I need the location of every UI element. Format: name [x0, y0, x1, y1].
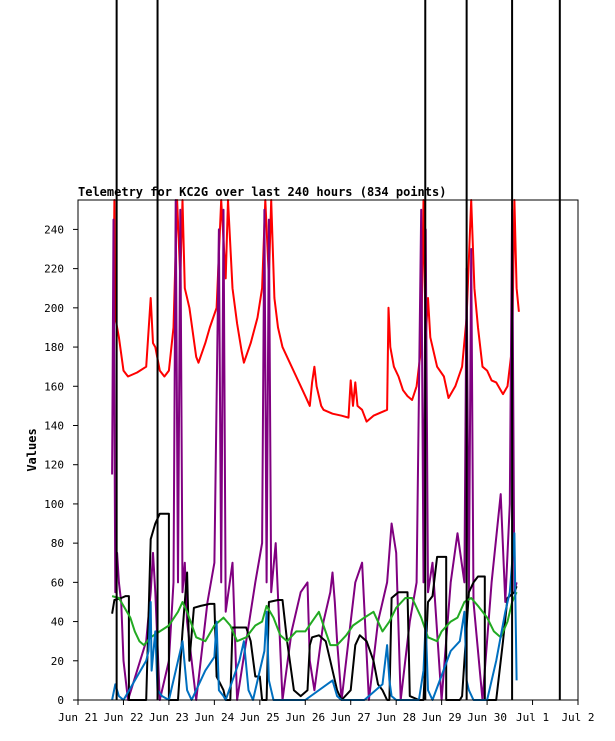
- y-tick-label: 120: [44, 459, 64, 472]
- vertical-lines-layer: [115, 0, 561, 700]
- x-tick-label: Jun 26: [285, 711, 325, 724]
- y-tick-label: 20: [51, 655, 64, 668]
- y-tick-label: 240: [44, 223, 64, 236]
- x-tick-label: Jun 28: [376, 711, 416, 724]
- series-line-4: [111, 591, 518, 647]
- y-tick-label: 60: [51, 576, 64, 589]
- x-tick-label: Jun 30: [467, 711, 507, 724]
- x-tick-label: Jul 1: [516, 711, 549, 724]
- chart-title: Telemetry for KC2G over last 240 hours (…: [78, 185, 446, 199]
- y-tick-label: 160: [44, 380, 64, 393]
- x-tick-label: Jun 22: [104, 711, 144, 724]
- x-tick-label: Jun 25: [240, 711, 280, 724]
- x-tick-label: Jul 2: [561, 711, 594, 724]
- series-layer: [111, 199, 520, 701]
- x-tick-label: Jun 23: [149, 711, 189, 724]
- y-tick-label: 80: [51, 537, 64, 550]
- y-axis-label: Values: [25, 428, 39, 471]
- plot-frame: [77, 199, 579, 701]
- y-tick-label: 220: [44, 263, 64, 276]
- y-tick-label: 180: [44, 341, 64, 354]
- y-tick-label: 140: [44, 419, 64, 432]
- plot-background: [78, 200, 578, 700]
- x-tick-label: Jun 24: [194, 711, 234, 724]
- x-tick-label: Jun 27: [331, 711, 371, 724]
- axes-layer: 0 20 40 60 80 100 120 140 160 180 200 220 240 Jun 21 J…: [44, 223, 594, 724]
- x-tick-label: Jun 21: [58, 711, 98, 724]
- y-tick-label: 0: [57, 694, 64, 707]
- x-tick-label: Jun 29: [422, 711, 462, 724]
- y-tick-label: 40: [51, 616, 64, 629]
- y-tick-label: 100: [44, 498, 64, 511]
- y-tick-label: 200: [44, 302, 64, 315]
